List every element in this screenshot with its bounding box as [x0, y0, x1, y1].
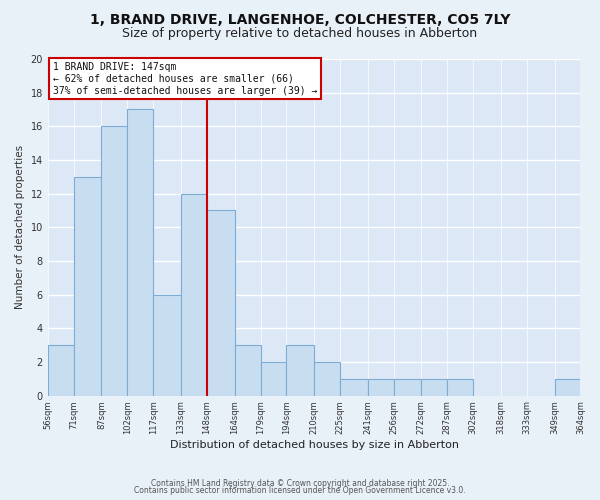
X-axis label: Distribution of detached houses by size in Abberton: Distribution of detached houses by size … [170, 440, 458, 450]
Bar [127, 110, 153, 396]
Bar [448, 379, 473, 396]
Text: 1 BRAND DRIVE: 147sqm
← 62% of detached houses are smaller (66)
37% of semi-deta: 1 BRAND DRIVE: 147sqm ← 62% of detached … [53, 62, 317, 96]
Text: Contains HM Land Registry data © Crown copyright and database right 2025.: Contains HM Land Registry data © Crown c… [151, 478, 449, 488]
Bar [101, 126, 127, 396]
Bar [153, 294, 181, 396]
Bar [394, 379, 421, 396]
Bar [286, 345, 314, 396]
Bar [181, 194, 207, 396]
Bar [235, 345, 260, 396]
Text: Contains public sector information licensed under the Open Government Licence v3: Contains public sector information licen… [134, 486, 466, 495]
Bar [74, 177, 101, 396]
Bar [314, 362, 340, 396]
Bar [207, 210, 235, 396]
Y-axis label: Number of detached properties: Number of detached properties [15, 145, 25, 310]
Bar [340, 379, 368, 396]
Bar [260, 362, 286, 396]
Text: 1, BRAND DRIVE, LANGENHOE, COLCHESTER, CO5 7LY: 1, BRAND DRIVE, LANGENHOE, COLCHESTER, C… [90, 12, 510, 26]
Bar [48, 345, 74, 396]
Bar [368, 379, 394, 396]
Text: Size of property relative to detached houses in Abberton: Size of property relative to detached ho… [122, 28, 478, 40]
Bar [421, 379, 448, 396]
Bar [554, 379, 581, 396]
